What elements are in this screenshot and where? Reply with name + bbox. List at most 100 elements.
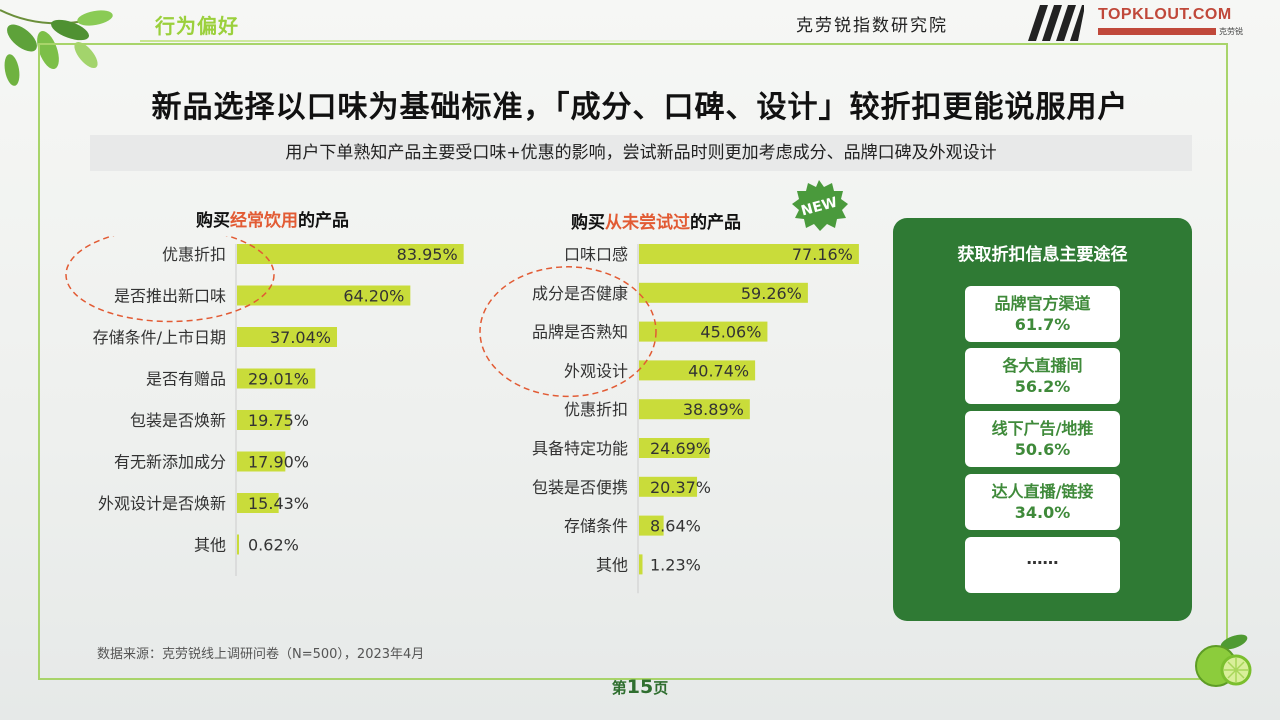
category-label: 成分是否健康 <box>532 284 628 303</box>
category-label: 其他 <box>194 536 226 555</box>
value-label: 0.62% <box>248 536 299 555</box>
highlight-ellipse <box>479 266 657 398</box>
chart-1-title: 购买经常饮用的产品 <box>196 206 349 231</box>
institute-name: 克劳锐指数研究院 <box>796 16 948 36</box>
channel-card: 各大直播间 56.2% <box>965 348 1120 404</box>
channel-card: 品牌官方渠道 61.7% <box>965 286 1120 342</box>
logo-sub: 克劳锐 <box>1098 26 1254 37</box>
highlight-ellipse <box>65 236 275 323</box>
chart-1-title-highlight: 经常饮用 <box>230 211 298 231</box>
category-label: 有无新添加成分 <box>114 453 226 472</box>
section-underline <box>140 40 780 42</box>
category-label: 具备特定功能 <box>532 439 628 458</box>
channel-label: 达人直播/链接 <box>991 482 1094 501</box>
value-label: 59.26% <box>741 284 802 303</box>
bar <box>639 515 664 536</box>
value-label: 83.95% <box>397 245 458 264</box>
category-label: 包装是否便携 <box>532 478 628 497</box>
discount-channel-panel: 获取折扣信息主要途径 品牌官方渠道 61.7% 各大直播间 56.2% 线下广告… <box>893 218 1192 621</box>
channel-more: …… <box>1026 549 1059 568</box>
topklout-logo: TOPKLOUT.COM 克劳锐 <box>1098 6 1254 42</box>
bar <box>237 327 338 347</box>
value-label: 40.74% <box>688 361 749 380</box>
page-subtitle: 用户下单熟知产品主要受口味+优惠的影响，尝试新品时则更加考虑成分、品牌口碑及外观… <box>90 135 1192 171</box>
value-label: 1.23% <box>650 555 701 574</box>
channel-value: 61.7% <box>1014 315 1071 334</box>
new-badge-shape <box>792 180 848 231</box>
channel-value: 56.2% <box>1014 377 1071 396</box>
bar <box>237 451 286 472</box>
bar <box>639 282 808 303</box>
category-label: 口味口感 <box>564 245 628 264</box>
chart-1-title-prefix: 购买 <box>196 211 230 231</box>
logo-sub-cn: 克劳锐 <box>1219 27 1243 36</box>
bar <box>639 360 756 381</box>
category-label: 存储条件 <box>564 517 628 536</box>
category-label: 优惠折扣 <box>162 245 226 264</box>
channel-more-card: …… <box>965 537 1120 593</box>
bar <box>237 534 239 555</box>
bar <box>237 410 291 430</box>
channel-card: 达人直播/链接 34.0% <box>965 474 1120 530</box>
channel-value: 34.0% <box>1014 503 1071 522</box>
page-prefix: 第 <box>611 679 627 697</box>
category-label: 其他 <box>596 555 628 574</box>
chart-2-title: 购买从未尝试过的产品 <box>571 208 741 233</box>
bar <box>237 493 279 513</box>
chart-2-title-prefix: 购买 <box>571 213 605 233</box>
value-label: 24.69% <box>650 439 711 458</box>
logo-text: TOPKLOUT.COM <box>1098 6 1232 23</box>
value-label: 38.89% <box>683 400 744 419</box>
bar <box>237 244 464 264</box>
logo-bar <box>1098 28 1216 35</box>
value-label: 29.01% <box>248 370 309 389</box>
channel-card: 线下广告/地推 50.6% <box>965 411 1120 467</box>
channel-value: 50.6% <box>1014 440 1071 459</box>
lime-decoration-icon <box>1195 634 1252 687</box>
value-label: 17.90% <box>248 453 309 472</box>
channel-label: 各大直播间 <box>1002 356 1083 375</box>
chart-1-title-suffix: 的产品 <box>298 211 349 231</box>
bar <box>639 399 750 420</box>
panel-title: 获取折扣信息主要途径 <box>957 245 1128 265</box>
value-label: 15.43% <box>248 494 309 513</box>
data-source: 数据来源：克劳锐线上调研问卷（N=500），2023年4月 <box>97 647 425 662</box>
value-label: 19.75% <box>248 411 309 430</box>
bar <box>639 321 768 342</box>
chart-2-title-highlight: 从未尝试过 <box>605 213 690 233</box>
channel-label: 品牌官方渠道 <box>994 294 1091 313</box>
bar <box>237 285 411 306</box>
category-label: 优惠折扣 <box>564 400 628 419</box>
bar <box>639 244 859 264</box>
page-number: 第15页 <box>0 676 1280 698</box>
bar <box>639 476 698 497</box>
leaf-decoration-icon <box>0 9 113 86</box>
value-label: 77.16% <box>792 245 853 264</box>
section-tag: 行为偏好 <box>155 14 239 38</box>
category-label: 品牌是否熟知 <box>532 323 628 342</box>
category-label: 存储条件/上市日期 <box>93 328 226 347</box>
bar <box>639 554 643 575</box>
page-title: 新品选择以口味为基础标准，「成分、口碑、设计」较折扣更能说服用户 <box>151 90 1129 125</box>
value-label: 64.20% <box>343 287 404 306</box>
stripes-decoration-icon <box>1028 5 1084 41</box>
channel-label: 线下广告/地推 <box>991 419 1094 438</box>
content-frame <box>38 43 1228 680</box>
bar <box>237 368 316 389</box>
category-label: 是否有赠品 <box>146 370 226 389</box>
value-label: 37.04% <box>270 328 331 347</box>
page-suffix: 页 <box>653 679 669 697</box>
value-label: 20.37% <box>650 478 711 497</box>
chart-frequent-products: 优惠折扣 83.95% 是否推出新口味 64.20% 存储条件/上市日期 37.04% 是否… <box>65 236 464 576</box>
value-label: 45.06% <box>700 323 761 342</box>
category-label: 外观设计 <box>564 361 628 380</box>
category-label: 包装是否焕新 <box>130 411 226 430</box>
category-label: 是否推出新口味 <box>114 287 226 306</box>
chart-2-title-suffix: 的产品 <box>690 213 741 233</box>
category-label: 外观设计是否焕新 <box>98 494 226 513</box>
new-badge-icon: NEW <box>792 180 848 231</box>
page-number-value: 15 <box>626 676 654 698</box>
bar <box>639 438 710 458</box>
value-label: 8.64% <box>650 517 701 536</box>
chart-never-tried-products: 口味口感 77.16% 成分是否健康 59.26% 品牌是否熟知 45.06% 外观设计 40… <box>479 244 859 594</box>
